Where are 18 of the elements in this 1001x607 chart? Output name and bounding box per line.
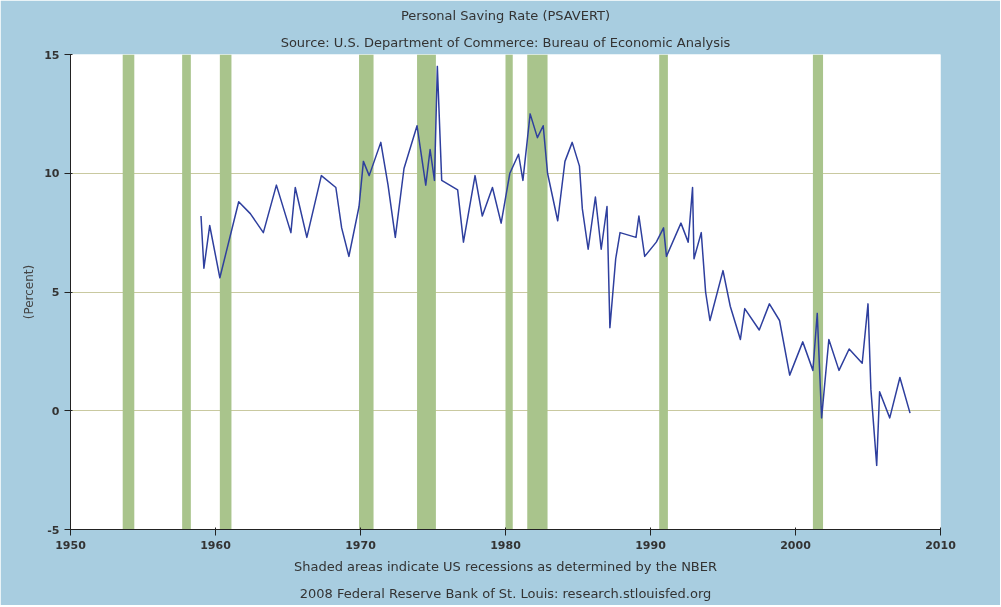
text: Shaded areas indicate US recessions as determined by the NBER — [293, 558, 718, 574]
y-tick-label: 15 — [44, 48, 60, 62]
y-axis-title: (Percent) — [22, 264, 37, 320]
line-series — [200, 65, 911, 467]
x-tick-label: 1990 — [635, 538, 667, 552]
x-tick-label: 2010 — [925, 538, 957, 552]
x-tick-label: 1980 — [490, 538, 522, 552]
y-tick-label: 5 — [51, 286, 60, 299]
y-tick-label: -5 — [47, 523, 60, 537]
x-tick-label: 1950 — [55, 538, 87, 552]
chart-title: Personal Saving Rate (PSAVERT) — [400, 7, 611, 23]
x-tick-label: 1970 — [345, 538, 377, 552]
text: 2008 Federal Reserve Bank of St. Louis: research.stlouisfed.org — [299, 585, 712, 601]
x-tick-label: 1960 — [200, 538, 232, 552]
y-tick-label: 0 — [51, 404, 60, 418]
chart-subtitle: Source: U.S. Department of Commerce: Bureau of Economic Analysis — [280, 34, 731, 50]
x-tick-label: 2000 — [780, 538, 812, 552]
y-tick-label: 10 — [44, 167, 60, 181]
